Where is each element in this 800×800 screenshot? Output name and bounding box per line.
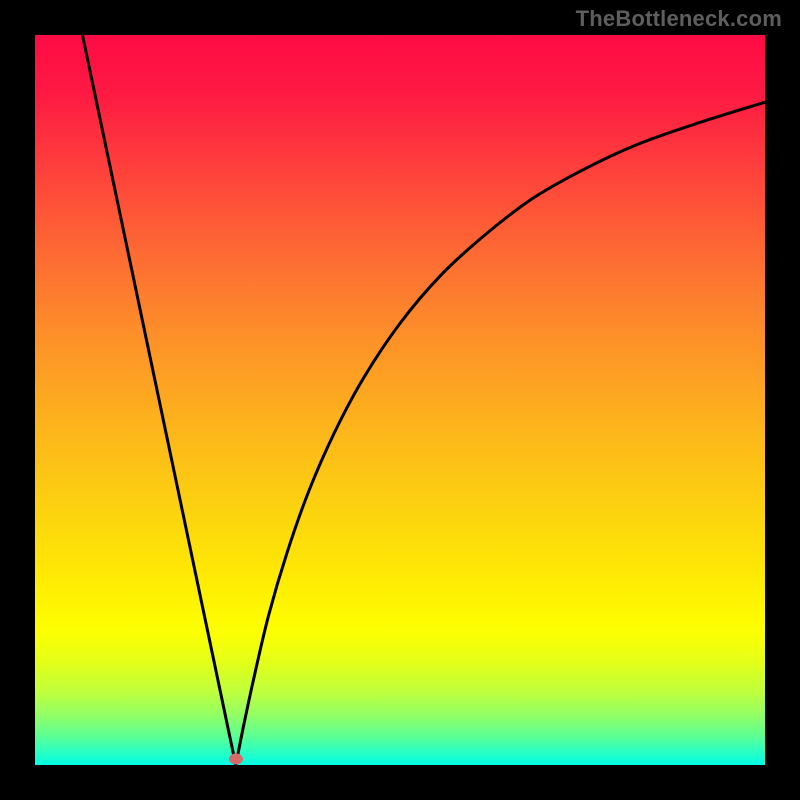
curve-left-branch [82,35,235,765]
watermark-text: TheBottleneck.com [576,6,782,32]
bottleneck-marker [229,754,243,765]
curve-right-branch [236,102,765,765]
plot-area [35,35,765,765]
bottleneck-curve [35,35,765,765]
chart-container: TheBottleneck.com [0,0,800,800]
